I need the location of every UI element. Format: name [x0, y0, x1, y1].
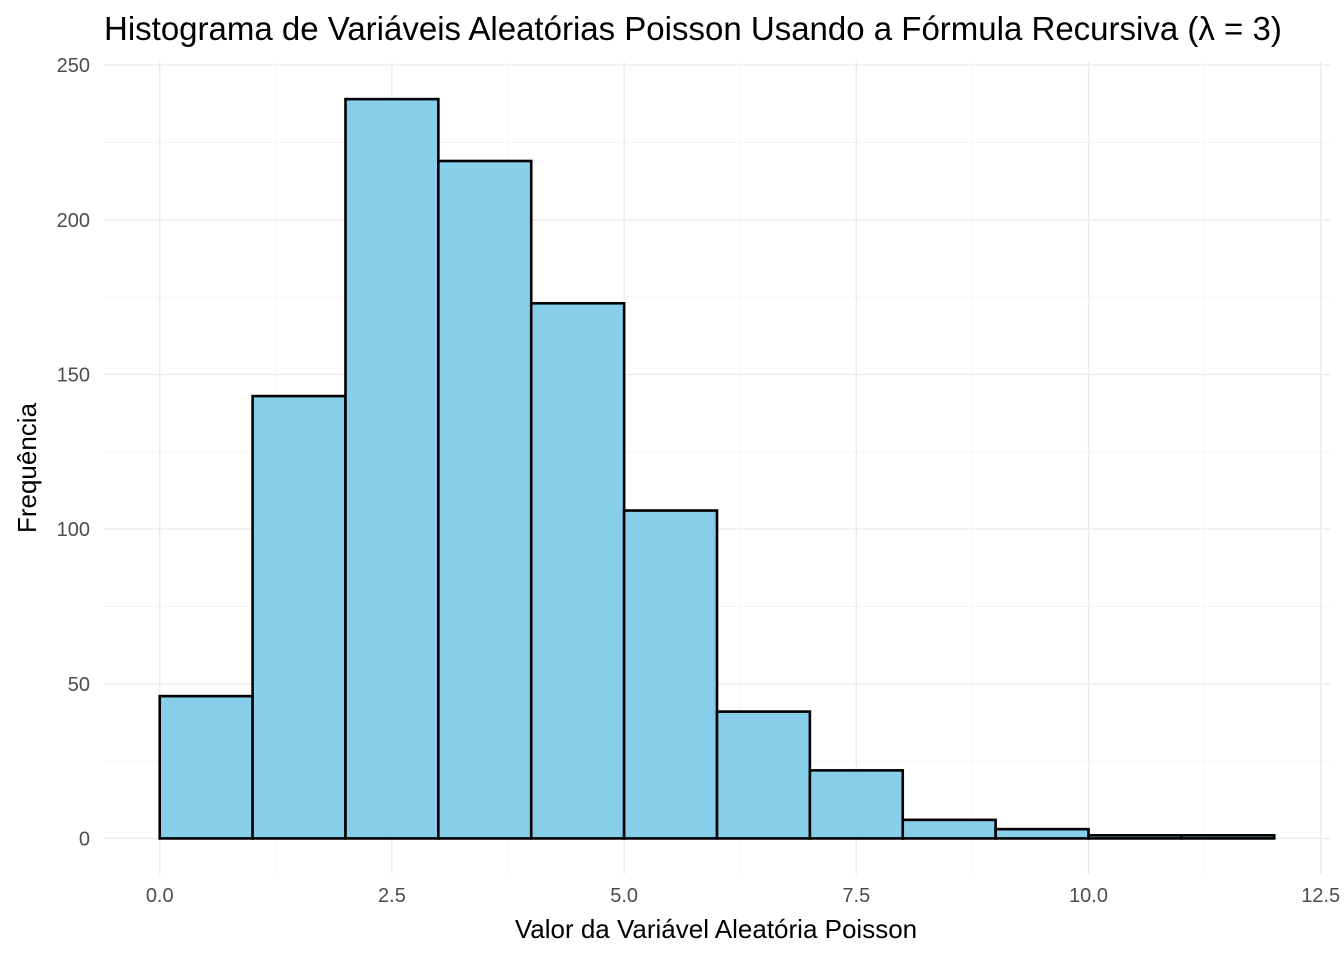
x-tick-label: 5.0: [610, 885, 638, 907]
histogram-bar-11: [1180, 834, 1276, 840]
histogram-bar-6: [715, 710, 812, 840]
histogram-bar-4: [529, 301, 626, 840]
x-tick-label: 12.5: [1301, 885, 1340, 907]
x-tick-label: 7.5: [842, 885, 870, 907]
y-tick-label: 0: [79, 828, 90, 850]
y-tick-labels: 0 50 100 150 200 250: [57, 55, 90, 850]
y-tick-label: 200: [57, 210, 90, 232]
y-tick-label: 100: [57, 519, 90, 541]
x-tick-labels: 0.0 2.5 5.0 7.5 10.0 12.5: [146, 885, 1340, 907]
x-tick-label: 0.0: [146, 885, 174, 907]
y-tick-label: 50: [68, 674, 90, 696]
y-tick-label: 150: [57, 364, 90, 386]
histogram-bar-0: [158, 694, 254, 840]
x-tick-label: 10.0: [1069, 885, 1108, 907]
histogram-bar-5: [622, 509, 719, 840]
histogram-bar-10: [1087, 834, 1183, 840]
histogram-bar-3: [437, 159, 533, 840]
histogram-bar-2: [344, 97, 440, 840]
x-tick-label: 2.5: [378, 885, 406, 907]
histogram-bar-8: [901, 818, 997, 840]
histogram-bar-9: [994, 827, 1090, 840]
x-axis-label: Valor da Variável Aleatória Poisson: [515, 914, 917, 944]
bars-layer: [158, 97, 1276, 840]
histogram-bar-1: [251, 394, 347, 840]
y-axis-label: Frequência: [12, 402, 42, 533]
y-tick-label: 250: [57, 55, 90, 77]
chart-title: Histograma de Variáveis Aleatórias Poiss…: [104, 10, 1282, 47]
histogram-bar-7: [808, 769, 905, 840]
